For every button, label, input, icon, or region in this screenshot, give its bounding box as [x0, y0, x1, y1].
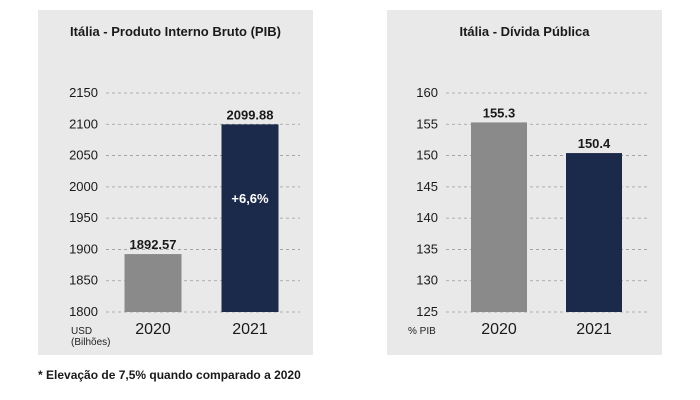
gdp-x-tick-label: 2020	[135, 321, 171, 338]
debt-x-tick-label: 2021	[576, 321, 612, 338]
gdp-y-tick-label: 2150	[69, 85, 98, 100]
gdp-y-tick-label: 2000	[69, 179, 98, 194]
debt-chart-title: Itália - Dívida Pública	[459, 24, 590, 39]
debt-value-label: 150.4	[578, 136, 611, 151]
gdp-y-tick-label: 1850	[69, 273, 98, 288]
gdp-growth-annotation: +6,6%	[231, 191, 269, 206]
debt-y-tick-label: 140	[416, 210, 438, 225]
debt-chart-svg: 125 130 135 140 145 150 155 160 155.3 2020 150.4 20…	[416, 85, 649, 338]
debt-bar-2020	[471, 122, 527, 312]
gdp-y-tick-label: 1800	[69, 304, 98, 319]
gdp-y-unit-line-2: (Bilhões)	[71, 337, 111, 348]
debt-y-tick-label: 135	[416, 241, 438, 256]
gdp-chart-svg: 1800 1850 1900 1950 2000 2050 2100 2150 1892.57 2…	[69, 85, 300, 338]
gdp-value-label: 2099.88	[227, 107, 274, 122]
gdp-y-tick-label: 2100	[69, 116, 98, 131]
gdp-y-tick-label: 1950	[69, 210, 98, 225]
gdp-bar-2021	[221, 124, 279, 312]
footnote: * Elevação de 7,5% quando comparado a 20…	[38, 368, 301, 382]
debt-chart-panel: Itália - Dívida Pública 125 130 135 140 145 1…	[387, 10, 662, 355]
gdp-value-label: 1892.57	[130, 237, 177, 252]
gdp-chart-title: Itália - Produto Interno Bruto (PIB)	[70, 24, 281, 39]
debt-x-tick-label: 2020	[481, 321, 517, 338]
debt-y-tick-label: 150	[416, 148, 438, 163]
debt-y-tick-label: 130	[416, 273, 438, 288]
gdp-y-unit: USD (Bilhões)	[71, 326, 110, 348]
debt-y-unit: % PIB	[408, 326, 436, 337]
gdp-chart-panel: Itália - Produto Interno Bruto (PIB) 180…	[38, 10, 313, 355]
gdp-y-tick-label: 2050	[69, 148, 98, 163]
gdp-x-tick-label: 2021	[232, 321, 268, 338]
debt-y-tick-label: 155	[416, 116, 438, 131]
debt-value-label: 155.3	[483, 105, 516, 120]
debt-y-tick-label: 125	[416, 304, 438, 319]
debt-y-tick-label: 145	[416, 179, 438, 194]
gdp-bar-2020	[124, 254, 182, 312]
gdp-y-unit-line-1: USD	[71, 326, 93, 337]
gdp-y-tick-label: 1900	[69, 241, 98, 256]
debt-y-tick-label: 160	[416, 85, 438, 100]
debt-y-unit-line-1: % PIB	[408, 326, 436, 337]
debt-bar-2021	[566, 153, 622, 312]
